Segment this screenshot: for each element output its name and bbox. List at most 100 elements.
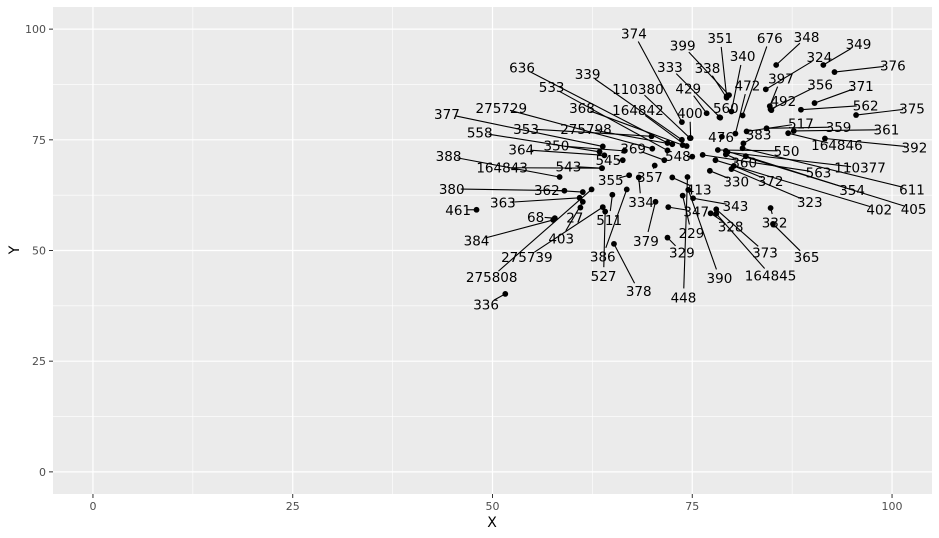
point-label: 545	[595, 153, 621, 169]
data-point	[811, 100, 818, 106]
leader-line	[800, 105, 857, 111]
y-tick-label: 100	[25, 23, 46, 36]
point-label: 328	[718, 220, 744, 236]
point-label: 68	[527, 210, 544, 226]
point-label: 399	[670, 39, 696, 55]
point-label: 343	[723, 199, 749, 215]
point-label: 492	[770, 94, 796, 110]
point-label: 375	[899, 101, 925, 117]
data-point	[623, 186, 630, 193]
x-tick-label: 100	[882, 500, 903, 513]
data-point	[579, 198, 586, 205]
leader-line	[675, 73, 721, 119]
data-point	[550, 217, 557, 223]
point-label: 357	[637, 170, 663, 186]
point-label: 355	[598, 173, 624, 189]
x-axis-ticks: 0 25 50 75 100	[89, 494, 903, 513]
leader-line	[485, 219, 554, 239]
point-label: 383	[746, 128, 772, 144]
data-point	[712, 157, 719, 164]
point-label: 380	[439, 182, 465, 198]
point-label: 384	[464, 233, 490, 249]
y-axis-ticks: 0 25 50 75 100	[25, 23, 53, 479]
leader-line	[594, 129, 673, 145]
data-point	[601, 152, 608, 159]
leader-line	[668, 206, 688, 211]
leader-line	[775, 42, 801, 66]
leader-line	[511, 197, 580, 203]
data-point	[649, 145, 656, 152]
point-label: 336	[473, 298, 499, 314]
point-label: 611	[899, 182, 925, 198]
leader-line	[530, 149, 605, 156]
point-label: 348	[794, 30, 820, 46]
leader-line	[693, 95, 708, 114]
data-point	[619, 157, 626, 164]
point-label: 379	[633, 234, 659, 250]
data-point	[767, 205, 774, 211]
point-label: 543	[556, 159, 582, 175]
x-tick-label: 75	[685, 500, 699, 513]
point-label: 360	[731, 155, 757, 171]
data-point	[713, 206, 720, 213]
leader-line	[793, 129, 878, 132]
leader-line	[688, 51, 730, 96]
leader-line	[594, 78, 683, 141]
leader-line	[637, 41, 683, 123]
point-label: 27	[566, 210, 583, 226]
point-label: 517	[788, 116, 814, 132]
data-point	[703, 110, 710, 117]
data-point	[577, 204, 584, 211]
point-label: 339	[575, 67, 601, 83]
data-point	[621, 147, 628, 154]
data-point	[576, 194, 583, 201]
point-label: 351	[707, 31, 733, 47]
point-label: 275739	[501, 250, 553, 266]
data-point	[678, 119, 685, 126]
leader-line	[498, 188, 592, 272]
point-label: 527	[591, 269, 617, 285]
data-point	[669, 174, 676, 181]
leader-line	[711, 75, 728, 99]
point-label: 359	[826, 120, 852, 136]
x-tick-label: 25	[286, 500, 300, 513]
point-label: 338	[695, 61, 721, 77]
point-label: 349	[846, 37, 872, 53]
point-label: 275798	[560, 122, 612, 138]
data-point	[689, 153, 696, 160]
data-point	[609, 191, 616, 198]
data-point	[770, 221, 776, 227]
leader-line	[742, 147, 904, 188]
data-point	[626, 172, 633, 179]
leader-line	[641, 151, 665, 161]
point-label: 392	[902, 140, 928, 156]
data-point	[556, 174, 563, 180]
x-tick-label: 50	[486, 500, 500, 513]
point-label: 563	[806, 166, 832, 182]
leader-line	[788, 132, 829, 144]
point-label: 533	[539, 80, 565, 96]
point-label: 368	[569, 101, 595, 117]
data-point	[599, 165, 605, 172]
point-label: 386	[590, 249, 616, 265]
point-label: 364	[508, 143, 534, 159]
point-label: 461	[445, 203, 471, 219]
data-point	[611, 240, 617, 247]
point-label: 511	[596, 213, 622, 229]
leader-line	[644, 94, 691, 139]
point-label: 323	[797, 195, 823, 211]
data-point	[648, 133, 655, 140]
point-label: 548	[665, 149, 691, 165]
data-point	[739, 112, 746, 119]
point-label: 347	[683, 205, 709, 221]
point-label: 376	[880, 58, 906, 74]
point-label: 378	[626, 284, 652, 300]
point-label: 413	[686, 182, 712, 198]
point-label: 371	[848, 79, 874, 95]
leader-line	[715, 213, 766, 269]
point-label: 390	[707, 271, 733, 287]
data-point	[684, 174, 691, 180]
data-point	[718, 133, 725, 140]
point-label: 560	[713, 101, 739, 117]
